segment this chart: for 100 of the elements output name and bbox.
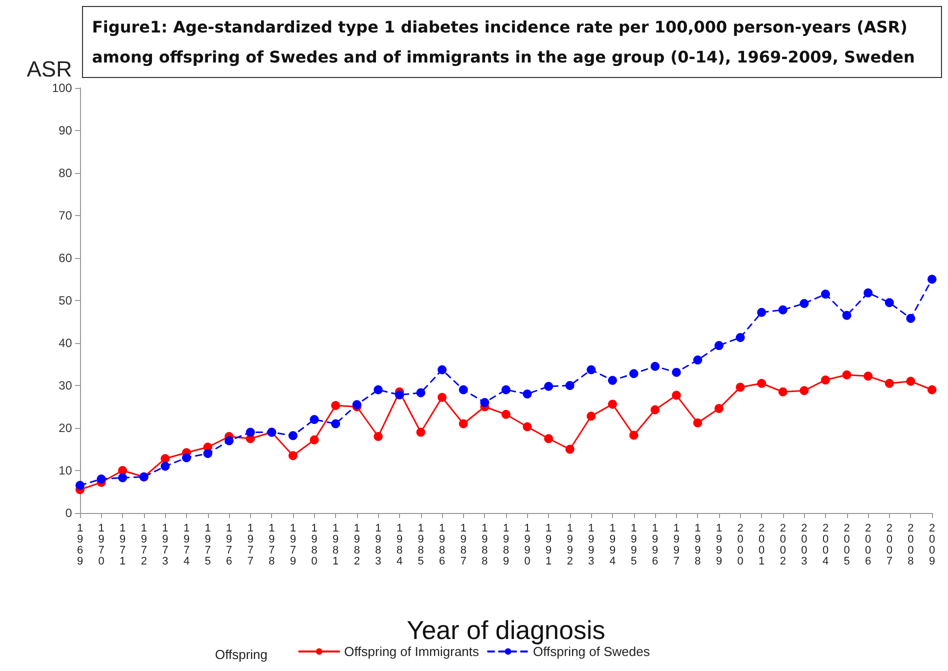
x-tick-label: 1979 bbox=[290, 522, 296, 568]
x-tick-label: 1997 bbox=[673, 522, 680, 568]
x-tick-label: 1998 bbox=[694, 522, 701, 568]
point bbox=[522, 422, 532, 432]
x-tick-label: 1995 bbox=[630, 522, 637, 568]
x-tick-label: 1993 bbox=[588, 522, 594, 568]
legend-label: Offspring of Immigrants bbox=[344, 644, 480, 659]
point bbox=[310, 415, 319, 424]
point bbox=[928, 385, 936, 394]
x-tick-label: 1987 bbox=[460, 522, 466, 568]
point bbox=[884, 378, 894, 388]
x-tick-label: 1971 bbox=[120, 522, 126, 568]
point bbox=[906, 376, 916, 386]
y-tick-label: 70 bbox=[58, 208, 72, 222]
point bbox=[76, 480, 84, 490]
point bbox=[821, 290, 830, 299]
x-tick-label: 2007 bbox=[886, 522, 892, 568]
point bbox=[565, 381, 574, 390]
point bbox=[650, 405, 660, 414]
legend-title: Offspring bbox=[215, 647, 268, 662]
point bbox=[672, 368, 681, 377]
point bbox=[864, 288, 873, 298]
point bbox=[118, 466, 128, 475]
point bbox=[480, 398, 490, 407]
x-tick-label: 1983 bbox=[375, 522, 382, 568]
point bbox=[246, 428, 255, 437]
x-tick-label: 1981 bbox=[332, 522, 339, 568]
x-tick-label: 2004 bbox=[822, 522, 829, 568]
x-tick-label: 1994 bbox=[609, 522, 616, 568]
y-tick-label: 50 bbox=[58, 294, 72, 308]
y-tick-label: 10 bbox=[58, 464, 72, 478]
point bbox=[864, 372, 873, 381]
x-tick-label: 1988 bbox=[482, 522, 488, 568]
point bbox=[118, 473, 128, 482]
point bbox=[586, 365, 596, 374]
x-tick-label: 1980 bbox=[311, 522, 318, 568]
y-tick-label: 80 bbox=[58, 166, 72, 180]
point bbox=[629, 430, 638, 440]
y-tick-label: 100 bbox=[52, 81, 72, 95]
point bbox=[544, 434, 554, 444]
point bbox=[374, 385, 383, 394]
x-tick-label: 1985 bbox=[418, 522, 424, 568]
point bbox=[96, 474, 106, 484]
x-tick-label: 1969 bbox=[76, 522, 84, 568]
point bbox=[331, 400, 340, 410]
point bbox=[714, 404, 724, 413]
point bbox=[586, 412, 596, 421]
y-tick-label: 0 bbox=[65, 506, 72, 520]
x-tick-label: 2003 bbox=[801, 522, 808, 568]
point bbox=[928, 274, 936, 284]
y-tick-label: 40 bbox=[58, 336, 72, 350]
x-tick-label: 1973 bbox=[162, 522, 168, 568]
legend-label: Offspring of Swedes bbox=[533, 644, 650, 659]
point bbox=[544, 382, 554, 391]
point bbox=[502, 385, 510, 394]
point bbox=[160, 462, 170, 471]
x-tick-label: 1982 bbox=[354, 522, 360, 568]
point bbox=[288, 451, 298, 460]
point bbox=[310, 435, 319, 444]
y-axis-title: ASR bbox=[26, 56, 72, 82]
point bbox=[736, 382, 745, 392]
x-tick-label: 2006 bbox=[865, 522, 872, 568]
point bbox=[736, 332, 745, 342]
point bbox=[608, 400, 617, 409]
point bbox=[438, 392, 447, 402]
point bbox=[288, 431, 298, 440]
y-tick-label: 60 bbox=[58, 251, 72, 265]
x-tick-label: 2009 bbox=[928, 522, 936, 568]
x-tick-label: 1986 bbox=[439, 522, 446, 568]
point bbox=[374, 432, 383, 441]
point bbox=[821, 375, 830, 384]
point bbox=[650, 362, 660, 371]
x-tick-label: 1996 bbox=[652, 522, 658, 568]
x-tick-label: 2005 bbox=[844, 522, 850, 568]
x-tick-label: 2001 bbox=[758, 522, 765, 568]
x-tick-label: 2008 bbox=[908, 522, 914, 568]
x-tick-label: 2000 bbox=[737, 522, 744, 568]
point bbox=[800, 386, 809, 396]
point bbox=[757, 378, 766, 388]
x-tick-label: 1976 bbox=[226, 522, 232, 568]
y-tick-label: 20 bbox=[58, 421, 72, 435]
x-tick-label: 1972 bbox=[140, 522, 147, 568]
point bbox=[395, 390, 404, 400]
x-tick-label: 1984 bbox=[396, 522, 403, 568]
point bbox=[203, 449, 212, 458]
point bbox=[458, 385, 468, 394]
x-tick-label: 1990 bbox=[524, 522, 530, 568]
point bbox=[693, 418, 702, 428]
point bbox=[522, 390, 532, 398]
point bbox=[458, 419, 468, 428]
x-tick-label: 1978 bbox=[268, 522, 275, 568]
x-tick-label: 1999 bbox=[716, 522, 722, 568]
point bbox=[182, 453, 191, 462]
x-tick-label: 2002 bbox=[780, 522, 786, 568]
point bbox=[714, 341, 724, 350]
point bbox=[693, 356, 702, 364]
point bbox=[906, 314, 916, 323]
x-tick-label: 1975 bbox=[204, 522, 211, 568]
y-tick-label: 30 bbox=[58, 378, 72, 392]
point bbox=[842, 370, 852, 380]
